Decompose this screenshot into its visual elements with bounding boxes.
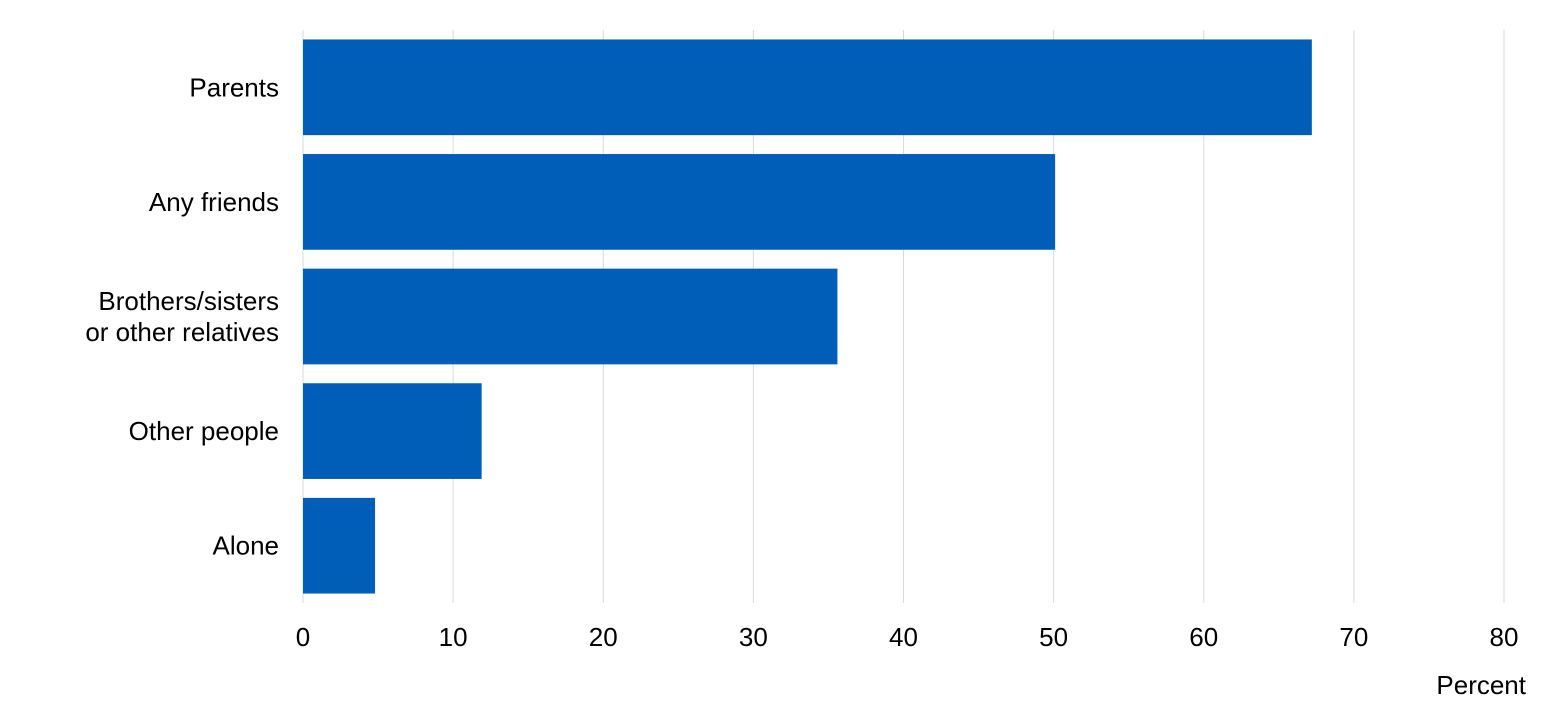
bar bbox=[303, 39, 1312, 136]
x-tick-label: 60 bbox=[1189, 622, 1218, 652]
x-tick-label: 20 bbox=[589, 622, 618, 652]
x-tick-label: 40 bbox=[889, 622, 918, 652]
x-axis-title: Percent bbox=[1436, 670, 1526, 700]
x-tick-label: 10 bbox=[439, 622, 468, 652]
bar bbox=[303, 154, 1056, 250]
category-label: Other people bbox=[129, 416, 279, 446]
category-labels: Parents Any friends Brothers/sisters or oth… bbox=[85, 72, 279, 560]
x-tick-label: 0 bbox=[296, 622, 310, 652]
x-tick-labels: 0 10 20 30 40 50 60 70 80 bbox=[296, 622, 1519, 652]
category-label: Alone bbox=[213, 531, 280, 561]
category-label: Brothers/sisters or other relatives bbox=[85, 286, 279, 347]
x-tick-label: 30 bbox=[739, 622, 768, 652]
bar bbox=[303, 268, 838, 365]
bar bbox=[303, 497, 376, 594]
x-tick-label: 80 bbox=[1490, 622, 1519, 652]
bars bbox=[303, 39, 1312, 594]
bar bbox=[303, 383, 482, 479]
category-label: Any friends bbox=[149, 187, 279, 217]
category-label: Parents bbox=[189, 72, 279, 102]
x-tick-label: 70 bbox=[1339, 622, 1368, 652]
x-tick-label: 50 bbox=[1039, 622, 1068, 652]
